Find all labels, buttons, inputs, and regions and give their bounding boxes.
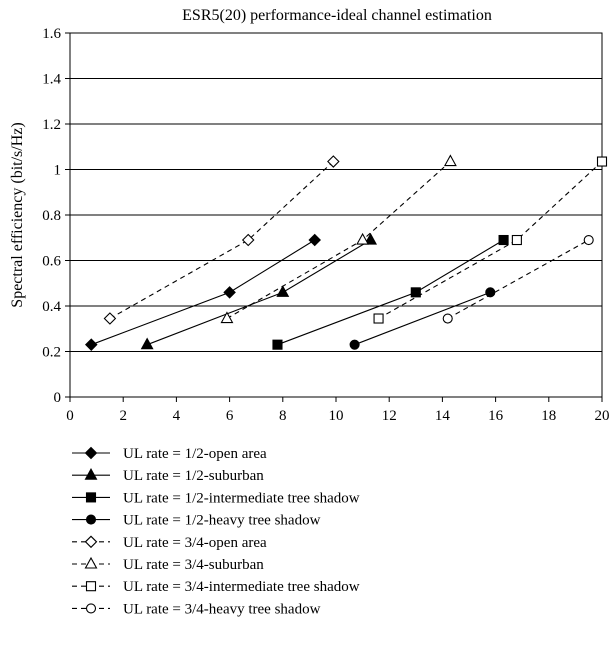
legend-entry: UL rate = 3/4-intermediate tree shadow: [72, 579, 360, 595]
series-2: [140, 232, 378, 350]
x-tick-label: 20: [595, 408, 610, 424]
plot-frame: [69, 32, 603, 398]
data-point: [85, 338, 98, 351]
chart-title: ESR5(20) performance-ideal channel estim…: [182, 7, 492, 24]
x-tick-label: 18: [541, 408, 556, 424]
legend-marker: [84, 535, 98, 549]
data-point: [103, 312, 117, 325]
series-1: [85, 233, 321, 351]
series-7: [373, 156, 608, 324]
legend-entry: UL rate = 1/2-intermediate tree shadow: [72, 490, 360, 506]
legend-label: UL rate = 1/2-intermediate tree shadow: [123, 490, 360, 506]
data-point: [223, 286, 236, 299]
y-tick-label: 0.6: [42, 254, 61, 270]
series-6: [220, 154, 457, 324]
data-point: [364, 232, 378, 245]
data-point: [349, 339, 360, 350]
data-point: [327, 155, 340, 168]
legend: UL rate = 1/2-open area UL rate = 1/2-sub…: [72, 446, 360, 617]
y-tick-label: 0.4: [42, 299, 61, 315]
data-point: [442, 313, 453, 324]
y-tick-label: 0: [54, 390, 62, 406]
legend-label: UL rate = 3/4-heavy tree shadow: [123, 601, 321, 617]
x-tick-label: 10: [329, 408, 344, 424]
legend-entry: UL rate = 1/2-heavy tree shadow: [72, 513, 321, 529]
x-tick-label: 4: [173, 408, 181, 424]
data-point: [373, 313, 384, 324]
legend-marker: [85, 581, 97, 592]
axes: 0 0.2 0.4 0.6 0.8 1 1.2 1.4 1.6 0 2 4 6 8 10 12 14 16 18 20: [42, 26, 609, 424]
data-point: [272, 339, 283, 350]
x-tick-label: 6: [226, 408, 234, 424]
legend-marker: [85, 492, 97, 503]
legend-label: UL rate = 3/4-intermediate tree shadow: [123, 579, 360, 595]
legend-entry: UL rate = 3/4-suburban: [72, 556, 264, 573]
series-line: [109, 161, 334, 319]
legend-marker: [85, 514, 97, 525]
legend-label: UL rate = 1/2-heavy tree shadow: [123, 513, 321, 529]
y-tick-label: 1.6: [42, 26, 61, 42]
y-tick-label: 0.2: [42, 345, 61, 361]
legend-marker: [84, 468, 98, 480]
legend-label: UL rate = 3/4-open area: [123, 535, 267, 551]
data-point: [583, 234, 594, 246]
data-point: [308, 233, 321, 247]
data-point: [220, 311, 234, 324]
x-tick-label: 16: [488, 408, 504, 424]
legend-label: UL rate = 3/4-suburban: [123, 557, 264, 573]
data-point: [140, 337, 154, 350]
series-5: [103, 155, 340, 325]
legend-entry: UL rate = 3/4-open area: [72, 535, 267, 551]
y-axis-label: Spectral efficiency (bit/s/Hz): [9, 122, 26, 307]
legend-entry: UL rate = 1/2-open area: [72, 446, 267, 462]
data-point: [511, 234, 522, 246]
x-tick-label: 8: [279, 408, 287, 424]
legend-marker: [84, 446, 98, 460]
series-line: [447, 239, 589, 319]
data-point: [498, 234, 509, 246]
series-line: [277, 239, 504, 346]
y-tick-label: 1.4: [42, 72, 61, 88]
series-line: [378, 161, 603, 319]
y-tick-label: 0.8: [42, 208, 61, 224]
series-line: [354, 291, 491, 346]
series-layer: [85, 154, 608, 351]
data-point: [241, 233, 255, 247]
legend-entry: UL rate = 1/2-suburban: [72, 468, 264, 484]
data-point: [485, 287, 496, 298]
grid-lines: [70, 32, 602, 352]
y-tick-label: 1: [54, 163, 62, 179]
series-line: [146, 239, 371, 346]
series-3: [272, 234, 509, 350]
legend-entry: UL rate = 3/4-heavy tree shadow: [72, 601, 321, 617]
legend-label: UL rate = 1/2-suburban: [123, 468, 264, 484]
series-4: [349, 287, 496, 350]
series-8: [442, 234, 594, 324]
y-tick-label: 1.2: [42, 117, 61, 133]
x-tick-label: 14: [435, 408, 451, 424]
data-point: [596, 156, 608, 167]
x-tick-label: 2: [119, 408, 127, 424]
x-tick-label: 0: [66, 408, 74, 424]
data-point: [443, 154, 457, 167]
legend-label: UL rate = 1/2-open area: [123, 446, 267, 462]
data-point: [356, 232, 370, 245]
data-point: [410, 287, 421, 298]
legend-marker: [85, 603, 97, 614]
x-tick-label: 12: [382, 408, 397, 424]
data-point: [276, 285, 290, 297]
legend-marker: [84, 556, 98, 569]
